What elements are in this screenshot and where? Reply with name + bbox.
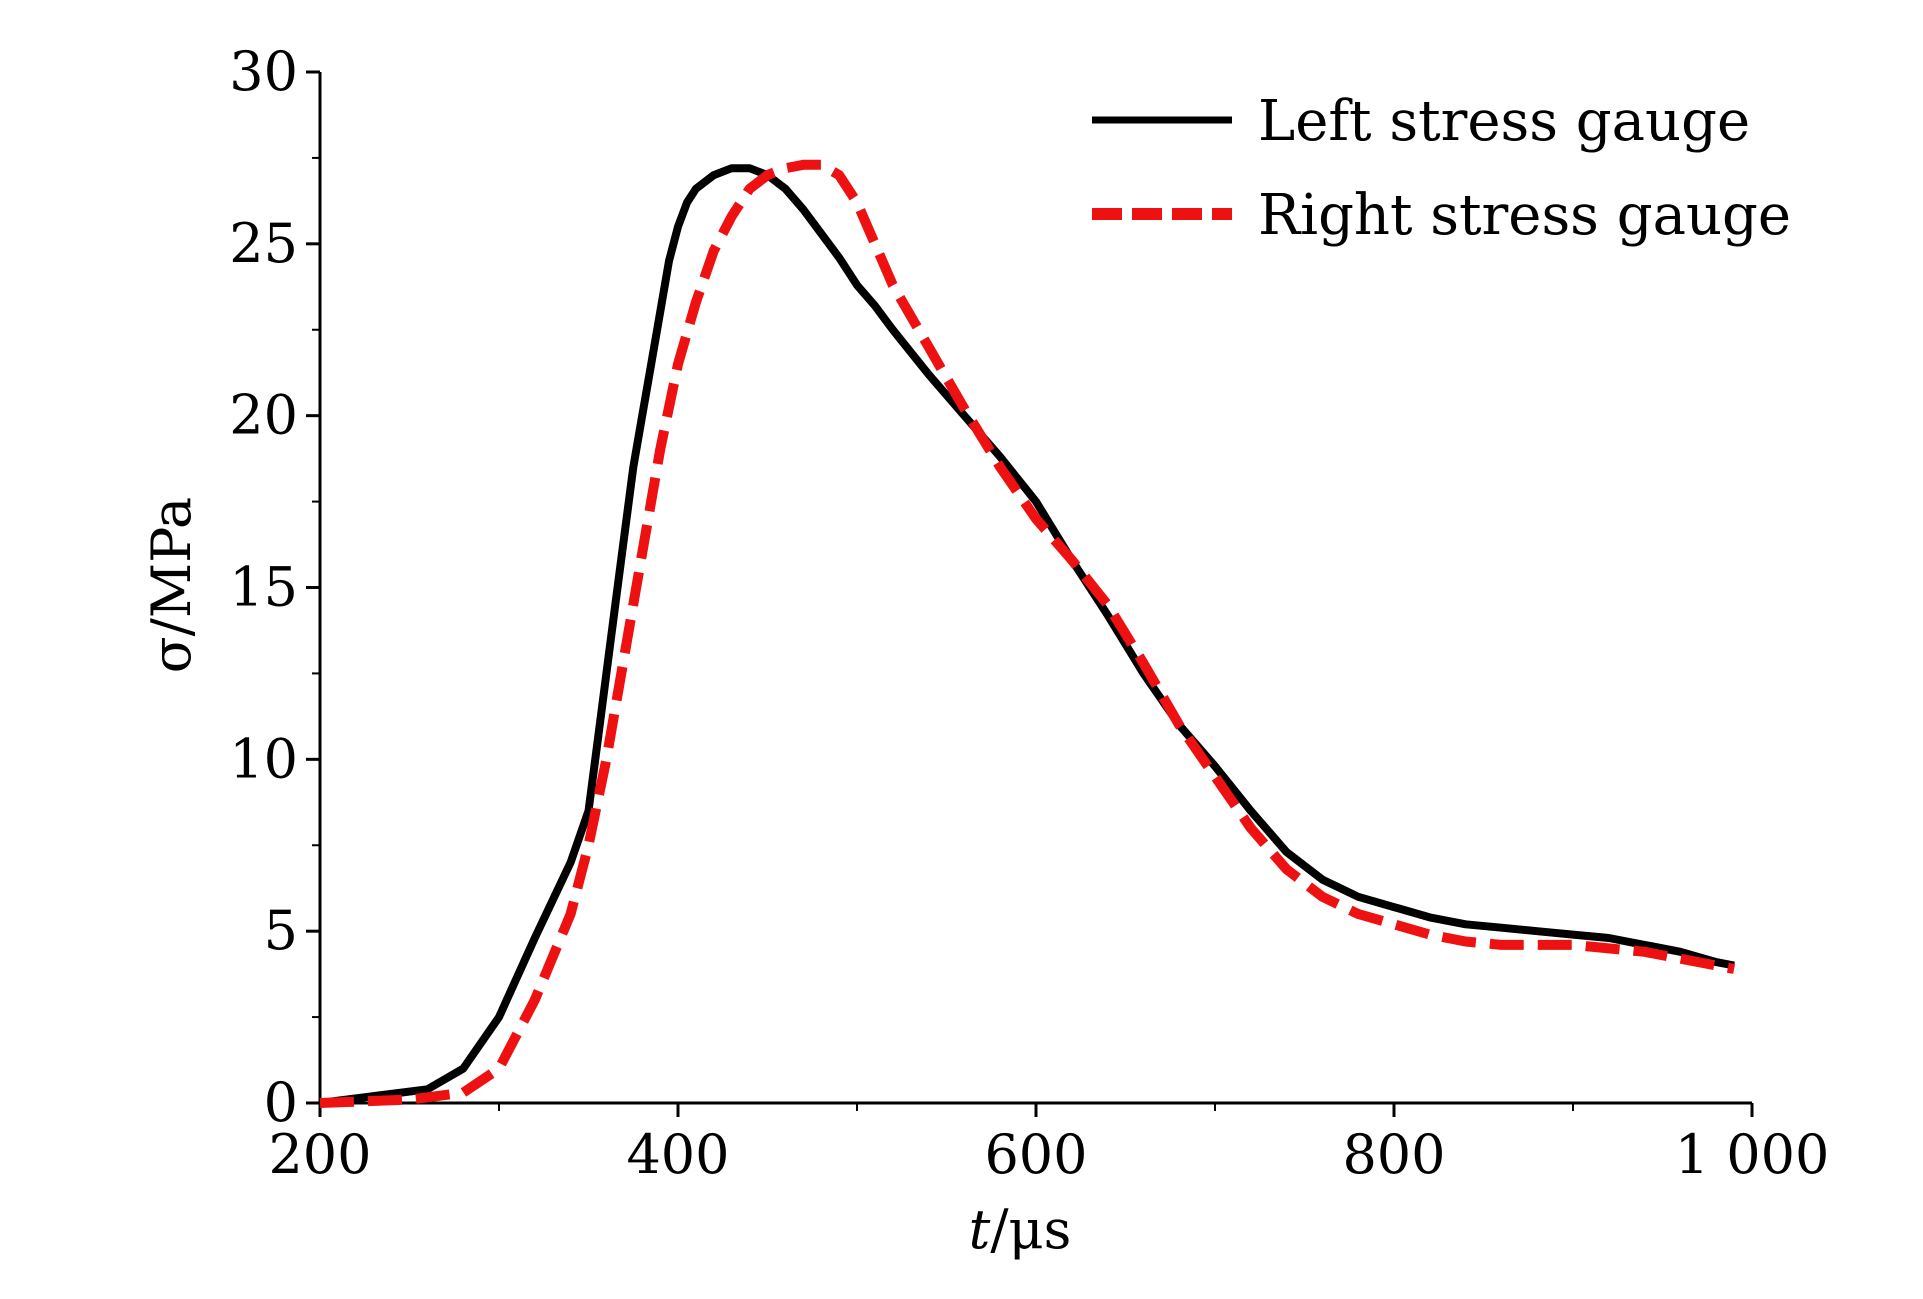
x-axis-title-unit: /μs — [990, 1198, 1071, 1261]
series-line-right-stress-gauge — [319, 159, 1736, 1108]
y-tick-label-20: 20 — [229, 384, 298, 447]
legend: Left stress gauge Right stress gauge — [1092, 89, 1791, 248]
y-tick-label-25: 25 — [229, 212, 298, 275]
legend-label-right-stress-gauge: Right stress gauge — [1258, 183, 1791, 248]
ticks: 0 5 10 15 20 25 30 200 400 600 800 1 000 — [229, 40, 1829, 1186]
y-tick-label-5: 5 — [264, 899, 298, 962]
legend-label-left-stress-gauge: Left stress gauge — [1258, 89, 1750, 154]
series-layer — [319, 159, 1736, 1108]
x-tick-label-600: 600 — [984, 1123, 1087, 1186]
x-tick-label-200: 200 — [268, 1123, 371, 1186]
x-axis-title-variable: t — [969, 1198, 991, 1261]
y-axis-title: σ/MPa — [140, 497, 203, 673]
y-tick-label-10: 10 — [229, 727, 298, 790]
y-tick-label-0: 0 — [264, 1071, 298, 1134]
y-tick-label-30: 30 — [229, 40, 298, 103]
x-tick-label-800: 800 — [1342, 1123, 1445, 1186]
y-tick-label-15: 15 — [229, 556, 298, 619]
x-tick-label-400: 400 — [626, 1123, 729, 1186]
x-axis-title: t/μs — [969, 1198, 1072, 1261]
series-line-left-stress-gauge — [319, 164, 1735, 1107]
x-tick-label-1000: 1 000 — [1675, 1123, 1830, 1186]
